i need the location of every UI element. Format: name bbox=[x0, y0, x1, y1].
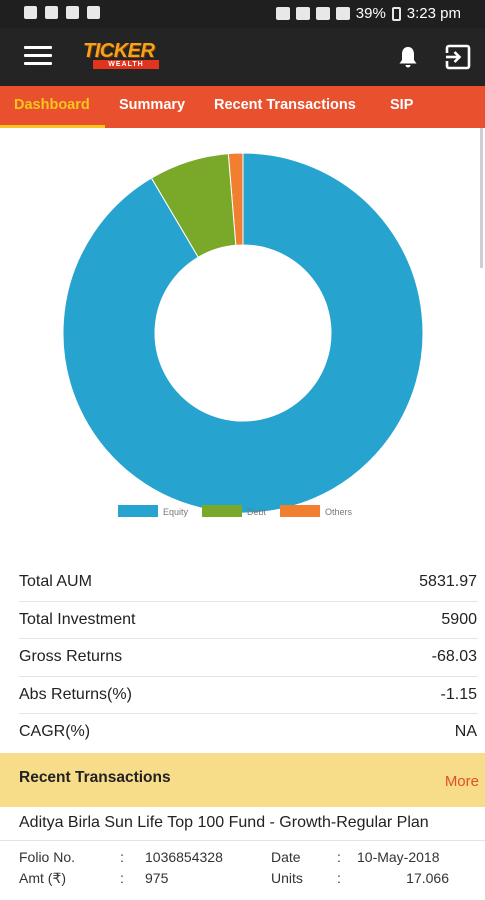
stat-label: Abs Returns(%) bbox=[19, 685, 132, 703]
tab-summary[interactable]: Summary bbox=[119, 97, 186, 113]
alarm-icon bbox=[295, 7, 310, 20]
stat-row-cagr: CAGR(%) NA bbox=[19, 714, 478, 752]
stat-row-abs-returns: Abs Returns(%) -1.15 bbox=[19, 677, 478, 714]
stat-row-total-aum: Total AUM 5831.97 bbox=[19, 564, 478, 602]
stat-label: Total Investment bbox=[19, 610, 136, 628]
app-bar: TICKER WEALTH bbox=[0, 28, 485, 86]
date-value: 10-May-2018 bbox=[357, 849, 440, 865]
more-link[interactable]: More bbox=[444, 773, 479, 790]
tab-sip[interactable]: SIP bbox=[390, 97, 414, 113]
colon: : bbox=[120, 849, 124, 865]
notification-icons bbox=[24, 6, 100, 19]
legend-label-debt: Debt bbox=[247, 507, 267, 517]
wifi-icon bbox=[315, 7, 330, 20]
stat-row-gross-returns: Gross Returns -68.03 bbox=[19, 639, 478, 677]
stat-row-total-investment: Total Investment 5900 bbox=[19, 602, 478, 639]
stat-value: NA bbox=[454, 723, 477, 740]
colon: : bbox=[120, 870, 124, 886]
battery-icon bbox=[391, 6, 401, 21]
menu-icon[interactable] bbox=[24, 46, 52, 66]
colon: : bbox=[337, 870, 341, 886]
folio-label: Folio No. bbox=[19, 849, 76, 865]
stat-value: -68.03 bbox=[431, 648, 477, 665]
image-notification-icon bbox=[24, 6, 37, 19]
legend-swatch-equity bbox=[118, 505, 158, 517]
clock: 3:23 pm bbox=[406, 5, 461, 22]
stat-value: 5831.97 bbox=[419, 573, 477, 590]
divider bbox=[0, 840, 485, 841]
folio-value: 1036854328 bbox=[145, 849, 223, 865]
slice-equity[interactable] bbox=[62, 152, 424, 514]
location-notification-icon bbox=[87, 6, 100, 19]
logo-subtext: WEALTH bbox=[93, 60, 159, 69]
app-logo: TICKER WEALTH bbox=[83, 40, 163, 70]
date-label: Date bbox=[271, 849, 301, 865]
stat-label: CAGR(%) bbox=[19, 723, 91, 740]
scroll-indicator bbox=[480, 128, 483, 268]
units-label: Units bbox=[271, 870, 303, 886]
stat-label: Gross Returns bbox=[19, 648, 123, 665]
download-notification-icon bbox=[45, 6, 58, 19]
tab-bar: Dashboard Summary Recent Transactions SI… bbox=[0, 86, 485, 128]
stat-value: -1.15 bbox=[440, 685, 477, 703]
signal-icon bbox=[335, 7, 350, 20]
recent-transactions-title: Recent Transactions bbox=[19, 769, 171, 786]
transaction-fund-name[interactable]: Aditya Birla Sun Life Top 100 Fund - Gro… bbox=[19, 814, 429, 831]
logout-icon[interactable] bbox=[444, 43, 472, 71]
recent-transactions-header: Recent Transactions More bbox=[0, 753, 485, 807]
allocation-chart: Equity Debt Others bbox=[0, 128, 485, 538]
notifications-bell-icon[interactable] bbox=[397, 45, 419, 69]
tab-dashboard[interactable]: Dashboard bbox=[14, 97, 90, 113]
active-tab-indicator bbox=[0, 125, 105, 128]
battery-percent: 39% bbox=[355, 5, 386, 22]
portfolio-stats: Total AUM 5831.97 Total Investment 5900 … bbox=[19, 564, 478, 752]
legend-swatch-debt bbox=[202, 505, 242, 517]
allocation-donut-chart: Equity Debt Others bbox=[62, 152, 424, 517]
stat-value: 5900 bbox=[441, 610, 477, 628]
legend-swatch-others bbox=[280, 505, 320, 517]
colon: : bbox=[337, 849, 341, 865]
logo-wordmark: TICKER bbox=[83, 40, 155, 62]
amount-value: 975 bbox=[145, 870, 169, 886]
download-notification-icon bbox=[66, 6, 79, 19]
amount-label: Amt (₹) bbox=[19, 870, 67, 886]
status-bar: 39% 3:23 pm bbox=[0, 0, 485, 28]
mute-icon bbox=[275, 7, 290, 20]
system-icons: 39% 3:23 pm bbox=[275, 5, 461, 22]
stat-label: Total AUM bbox=[19, 573, 92, 590]
legend-label-equity: Equity bbox=[163, 507, 189, 517]
tab-recent-transactions[interactable]: Recent Transactions bbox=[214, 97, 356, 113]
legend-label-others: Others bbox=[325, 507, 353, 517]
units-value: 17.066 bbox=[406, 870, 449, 886]
